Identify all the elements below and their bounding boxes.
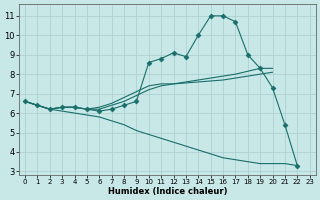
X-axis label: Humidex (Indice chaleur): Humidex (Indice chaleur) bbox=[108, 187, 227, 196]
